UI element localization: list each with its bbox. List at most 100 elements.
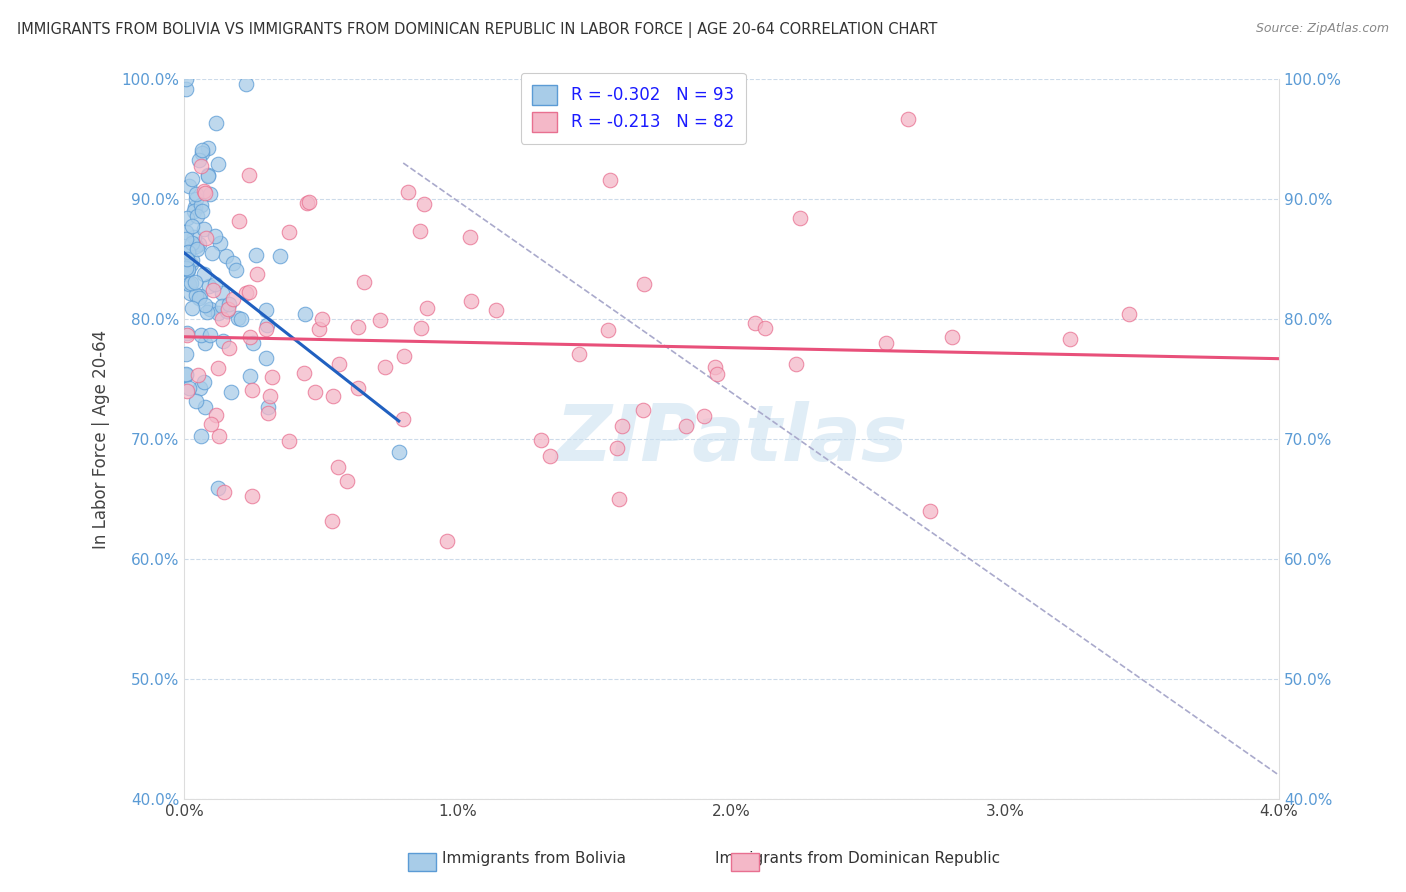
Point: [530, 434, 553, 448]
Point: [311, 311, 333, 326]
Point: [183, 230, 205, 244]
Point: [298, 194, 321, 209]
Point: [186, 242, 208, 256]
Point: [328, 357, 350, 371]
Point: [257, 406, 280, 420]
Point: [218, 341, 240, 355]
Point: [292, 366, 315, 380]
Point: [235, 285, 257, 300]
Point: [177, 381, 200, 395]
Text: Immigrants from Dominican Republic: Immigrants from Dominican Republic: [716, 852, 1000, 866]
Point: [568, 346, 591, 360]
Point: [612, 418, 634, 433]
Point: [269, 249, 291, 263]
Text: ZIPatlas: ZIPatlas: [555, 401, 908, 477]
Point: [193, 267, 215, 281]
Point: [789, 211, 811, 225]
Point: [606, 441, 628, 455]
Point: [207, 429, 229, 443]
Point: [599, 173, 621, 187]
Point: [211, 299, 233, 313]
Point: [231, 312, 253, 326]
Point: [246, 267, 269, 281]
Point: [259, 389, 281, 403]
Point: [179, 286, 201, 301]
Point: [460, 294, 482, 309]
Point: [458, 230, 481, 244]
Point: [191, 145, 214, 160]
Point: [193, 184, 215, 198]
Point: [197, 169, 219, 183]
Point: [538, 449, 561, 463]
Point: [215, 249, 238, 263]
Point: [190, 197, 212, 211]
Point: [180, 236, 202, 251]
Point: [187, 368, 209, 382]
Point: [204, 228, 226, 243]
Point: [193, 222, 215, 236]
Point: [207, 157, 229, 171]
Point: [174, 368, 197, 382]
Point: [254, 322, 277, 336]
Point: [238, 169, 260, 183]
Point: [205, 116, 228, 130]
Point: [187, 153, 209, 168]
Point: [254, 302, 277, 317]
Point: [1059, 332, 1081, 346]
Point: [221, 293, 243, 307]
Point: [262, 370, 284, 384]
Point: [198, 187, 221, 202]
Point: [228, 214, 250, 228]
Point: [204, 409, 226, 423]
Point: [239, 368, 262, 383]
Point: [409, 223, 432, 237]
Point: [941, 330, 963, 344]
Point: [194, 335, 217, 350]
Point: [188, 289, 211, 303]
Point: [184, 394, 207, 409]
Point: [347, 319, 370, 334]
Point: [308, 322, 330, 336]
Point: [188, 381, 211, 395]
Point: [242, 335, 264, 350]
Point: [197, 141, 219, 155]
Point: [388, 444, 411, 458]
Point: [278, 225, 301, 239]
Text: Source: ZipAtlas.com: Source: ZipAtlas.com: [1256, 22, 1389, 36]
Point: [256, 318, 278, 332]
Point: [485, 303, 508, 318]
Point: [183, 204, 205, 219]
Point: [706, 367, 728, 381]
Point: [920, 504, 942, 518]
Point: [194, 186, 217, 200]
Point: [176, 211, 198, 225]
Point: [176, 384, 198, 399]
Point: [415, 301, 437, 315]
Point: [207, 360, 229, 375]
Point: [336, 475, 359, 489]
Point: [596, 323, 619, 337]
Point: [240, 489, 263, 503]
Legend: R = -0.302   N = 93, R = -0.213   N = 82: R = -0.302 N = 93, R = -0.213 N = 82: [520, 73, 745, 144]
Point: [191, 143, 214, 157]
Point: [177, 262, 200, 277]
Point: [181, 219, 204, 233]
Point: [212, 485, 235, 500]
Point: [174, 268, 197, 282]
Point: [785, 357, 807, 371]
Point: [222, 256, 245, 270]
Point: [183, 275, 205, 289]
Point: [186, 238, 208, 252]
Point: [179, 277, 201, 292]
Point: [1118, 307, 1140, 321]
Point: [212, 334, 235, 348]
Point: [392, 411, 415, 425]
Point: [228, 310, 250, 325]
Point: [174, 82, 197, 96]
Point: [174, 72, 197, 87]
Point: [186, 186, 208, 201]
Point: [207, 481, 229, 495]
Text: Immigrants from Bolivia: Immigrants from Bolivia: [443, 852, 626, 866]
Point: [218, 297, 240, 311]
Point: [176, 245, 198, 260]
